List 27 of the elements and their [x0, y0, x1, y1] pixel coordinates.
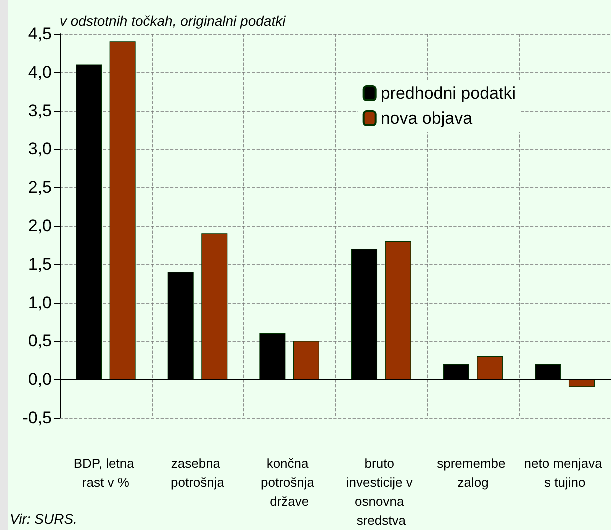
bar: [293, 341, 320, 380]
bar: [568, 380, 595, 388]
text: Vir: SURS.: [10, 511, 78, 527]
bar: [385, 241, 412, 380]
y-tick-label: 4,5: [28, 24, 52, 44]
bar: [477, 356, 504, 380]
y-tick-label: -0,5: [22, 408, 52, 428]
legend-label: predhodni podatki: [380, 84, 516, 103]
y-tick-label: 3,5: [28, 101, 52, 120]
x-tick-label: BDP, letna rast v %: [74, 456, 138, 490]
x-tick-label: končna potrošnja države: [261, 456, 318, 509]
y-tick-label: 4,0: [28, 62, 52, 82]
bar: [110, 42, 136, 380]
y-tick-label: 0,0: [28, 370, 52, 390]
x-tick-label: spremembe zalog: [437, 456, 510, 490]
y-tick-label: 2,5: [28, 178, 52, 198]
y-tick-label: 3,0: [28, 140, 52, 159]
legend-label: nova objava: [380, 109, 474, 128]
y-tick-label: 1,0: [28, 293, 52, 312]
y-tick-label: 1,5: [28, 254, 52, 274]
y-axis-title: v odstotnih točkah, originalni podatki: [60, 13, 287, 29]
bar: [202, 234, 228, 380]
y-tick-label: 0,5: [28, 332, 52, 351]
x-tick-label: zasebna potrošnja: [171, 456, 226, 490]
x-tick-label: bruto investicije v osnovna sredstva: [346, 456, 416, 528]
y-tick-label: 2,0: [28, 216, 52, 236]
x-tick-label: neto menjava s tujino: [524, 456, 606, 490]
